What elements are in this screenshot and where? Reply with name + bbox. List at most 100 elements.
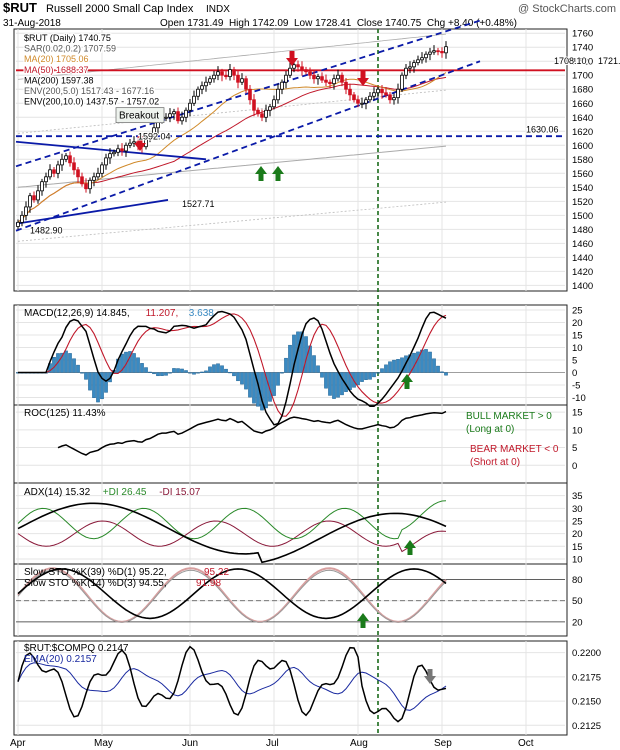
candle-body	[72, 162, 76, 171]
candle-body	[372, 92, 376, 97]
candle-body	[380, 88, 384, 94]
candle-body	[280, 81, 284, 90]
macd-histogram-bar	[268, 372, 272, 402]
macd-legend: MACD(12,26,9) 14.845,	[24, 308, 130, 319]
y-tick-label: 0	[572, 461, 577, 472]
legend-entry: MA(200) 1597.38	[24, 75, 94, 85]
candle-body	[252, 99, 256, 111]
candle-body	[376, 88, 380, 94]
macd-histogram-bar	[336, 372, 340, 398]
macd-histogram-bar	[320, 372, 324, 378]
price-annotation: 1482.90	[30, 226, 63, 236]
sell-arrow	[286, 51, 298, 66]
y-tick-label: 1480	[572, 225, 593, 236]
slow-sto-39-k	[17, 568, 447, 620]
macd-histogram-bar	[208, 366, 212, 373]
macd-histogram-bar	[180, 368, 184, 373]
candle-body	[180, 116, 184, 122]
y-tick-label: 1580	[572, 155, 593, 166]
x-tick-label: Apr	[10, 738, 26, 749]
candle-body	[344, 81, 348, 90]
candle-body	[188, 102, 192, 111]
y-tick-label: 5	[572, 356, 577, 367]
macd-histogram-bar	[432, 358, 436, 373]
macd-histogram-bar	[204, 370, 208, 373]
price-annotation: 1527.71	[182, 199, 215, 209]
candle-body	[224, 74, 228, 78]
candle-body	[268, 106, 272, 111]
y-tick-label: 15	[572, 542, 583, 553]
ratio-line	[17, 645, 447, 723]
ratio-ema-line	[17, 662, 447, 711]
macd-histogram-bar	[120, 353, 124, 373]
candle-body	[176, 111, 180, 122]
y-tick-label: 15	[572, 408, 583, 419]
wedge-lower-line	[15, 199, 169, 225]
macd-histogram-bar	[172, 368, 176, 373]
slow-sto-14-d	[17, 567, 447, 623]
candle-body	[288, 67, 292, 76]
y-tick-label: 1720	[572, 57, 593, 68]
candle-body	[228, 69, 232, 78]
y-tick-label: 1460	[572, 239, 593, 250]
macd-histogram-bar	[188, 372, 192, 374]
candle-body	[28, 195, 32, 208]
candle-body	[332, 78, 336, 85]
buy-arrow	[404, 540, 416, 555]
candle-body	[416, 59, 420, 64]
candle-body	[272, 99, 276, 108]
candle-body	[172, 111, 176, 115]
macd-histogram-bar	[328, 372, 332, 396]
candle-body	[348, 88, 352, 96]
candle-body	[296, 64, 300, 68]
macd-histogram-bar	[380, 368, 384, 373]
y-tick-label: 0.2125	[572, 721, 601, 732]
candle-body	[68, 155, 72, 164]
macd-histogram-bar	[128, 351, 132, 373]
sto-legend: Slow STO %K(14) %D(3) 94.55,	[24, 578, 167, 589]
macd-histogram-bar	[244, 372, 248, 390]
channel-upper-line	[15, 19, 481, 168]
macd-histogram-bar	[224, 368, 228, 373]
y-tick-label: 1740	[572, 43, 593, 54]
price-annotation: 1721.56	[598, 56, 620, 66]
macd-histogram-bar	[252, 372, 256, 404]
candle-body	[204, 81, 208, 87]
macd-histogram-bar	[248, 372, 252, 398]
roc-note: (Short at 0)	[470, 457, 520, 468]
macd-histogram-bar	[192, 372, 196, 375]
candle-body	[148, 134, 152, 139]
candle-body	[412, 62, 416, 68]
macd-histogram-bar	[144, 367, 148, 373]
macd-histogram-bar	[316, 365, 320, 373]
candle-body	[276, 88, 280, 101]
candle-body	[152, 127, 156, 136]
chart-marks	[15, 19, 565, 735]
candle-body	[52, 169, 56, 174]
macd-histogram-bar	[156, 372, 160, 377]
candle-body	[124, 144, 128, 152]
candle-body	[404, 67, 408, 76]
candle-body	[220, 71, 224, 76]
candle-body	[420, 57, 424, 61]
candle-body	[196, 88, 200, 97]
candle-body	[32, 195, 36, 201]
candle-body	[308, 71, 312, 76]
candle-body	[392, 97, 396, 101]
macd-histogram-bar	[160, 372, 164, 376]
macd-histogram-bar	[340, 372, 344, 396]
sell-arrow	[134, 136, 146, 151]
macd-histogram-bar	[428, 351, 432, 373]
macd-histogram-bar	[132, 353, 136, 373]
legend-entry: ENV(200,10.0) 1437.57 - 1757.02	[24, 97, 159, 107]
macd-histogram-bar	[360, 372, 364, 382]
candle-body	[328, 81, 332, 85]
y-tick-label: 20	[572, 529, 583, 540]
buy-arrow	[272, 166, 284, 181]
y-tick-label: 0	[572, 368, 577, 379]
minus-di-line	[17, 520, 447, 553]
candle-body	[184, 109, 188, 118]
candle-body	[440, 51, 444, 54]
x-tick-label: Jul	[266, 738, 279, 749]
macd-histogram-bar	[312, 355, 316, 373]
